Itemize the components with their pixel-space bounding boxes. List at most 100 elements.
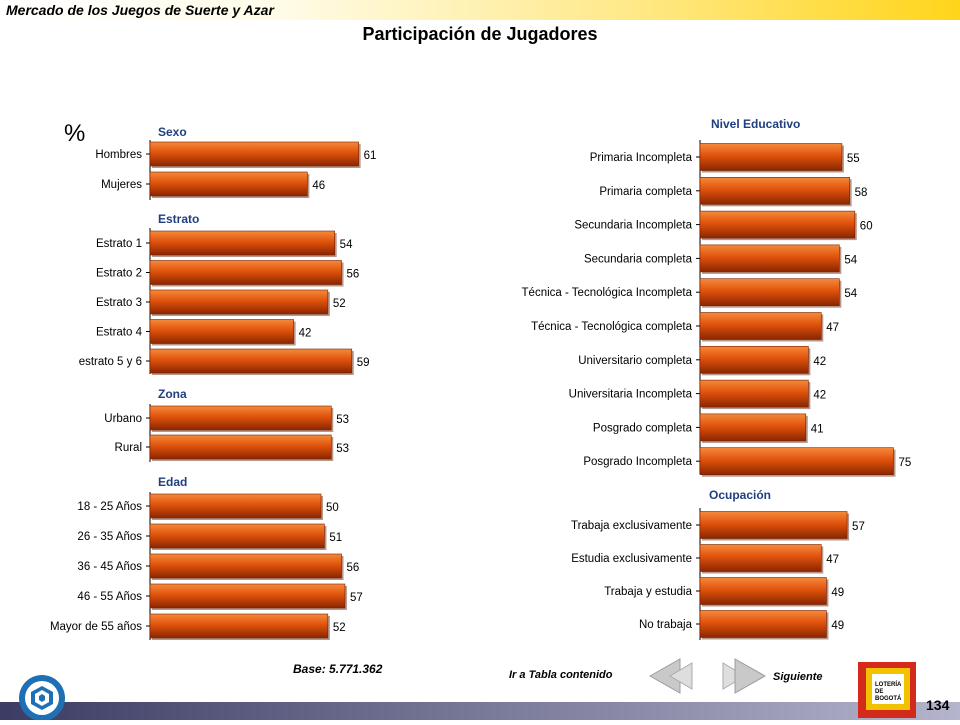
category-label: Estudia exclusivamente [571,553,692,565]
section-label-1-0: Nivel Educativo [711,117,800,131]
value-label: 42 [813,390,826,402]
logo-text-2: DE [875,689,883,695]
value-label: 52 [333,622,346,634]
value-label: 49 [831,587,844,599]
category-label: Técnica - Tecnológica Incompleta [522,287,693,299]
table-of-contents-link[interactable]: Ir a Tabla contenido [509,669,613,681]
value-label: 61 [364,150,377,162]
bar [149,613,329,639]
bar [699,143,843,171]
bar [149,434,332,460]
bar [699,447,894,476]
category-label: Técnica - Tecnológica completa [531,321,692,333]
bar [699,278,840,307]
bar [699,413,807,442]
category-label: 46 - 55 Años [77,591,142,603]
category-label: Posgrado completa [593,422,693,434]
bar [149,230,335,256]
category-label: Secundaria completa [584,253,693,265]
section-label-0-3: Edad [158,475,187,489]
category-label: estrato 5 y 6 [79,356,142,368]
value-label: 58 [855,187,868,199]
logo-text-3: BOGOTÁ [875,695,902,702]
header-band [0,0,960,20]
category-label: Urbano [104,413,142,425]
bar [149,493,322,519]
value-label: 47 [826,322,839,334]
bar [699,379,809,408]
arrow-right-icon [722,658,767,694]
section-label-0-2: Zona [158,387,187,401]
bar [699,312,822,340]
value-label: 50 [326,502,339,514]
page-title: Participación de Jugadores [362,24,598,44]
category-label: Primaria Incompleta [590,152,693,164]
bar [699,511,848,539]
value-label: 57 [350,592,363,604]
bar [699,345,809,374]
value-label: 47 [826,554,839,566]
company-logo-icon [14,672,70,721]
category-label: Estrato 4 [96,327,143,339]
bar [149,583,346,609]
category-label: No trabaja [639,619,693,631]
logo-text-1: LOTERÍA [875,680,902,688]
previous-button[interactable] [640,654,700,698]
bar [699,177,850,205]
value-label: 54 [844,288,857,300]
category-label: 18 - 25 Años [77,501,142,513]
value-label: 60 [860,221,873,233]
category-label: Estrato 2 [96,268,142,280]
bar [699,610,827,638]
value-label: 53 [336,443,349,455]
value-label: 56 [347,269,360,281]
next-button[interactable] [715,654,775,698]
bar [149,348,353,374]
section-label-0-0: Sexo [158,125,187,139]
category-label: 36 - 45 Años [77,561,142,573]
section-label-1-1: Ocupación [709,488,771,502]
category-label: Rural [115,442,142,454]
bar [149,523,325,549]
category-label: Universitario completa [578,355,692,367]
value-label: 54 [340,239,353,251]
category-label: Universitaria Incompleta [569,389,693,401]
value-label: 55 [847,153,860,165]
bar [699,577,827,605]
category-label: Secundaria Incompleta [574,220,692,232]
category-label: 26 - 35 Años [77,531,142,543]
category-label: Mujeres [101,179,142,191]
loteria-de-bogota-logo-icon: LOTERÍA DE BOGOTÁ [858,662,916,718]
bar [699,544,822,572]
bar [149,319,294,344]
section-label-0-1: Estrato [158,212,199,226]
value-label: 53 [336,414,349,426]
footer-bar [0,702,960,720]
value-label: 56 [347,562,360,574]
value-label: 42 [299,328,312,340]
value-label: 52 [333,298,346,310]
bar [699,244,840,273]
value-label: 54 [844,254,857,266]
bar [699,210,856,239]
category-label: Trabaja exclusivamente [571,520,692,532]
percent-symbol: % [64,120,86,147]
page-number: 134 [926,697,950,713]
category-label: Estrato 1 [96,238,142,250]
category-label: Hombres [95,149,142,161]
value-label: 46 [312,180,325,192]
base-note: Base: 5.771.362 [293,662,383,676]
bar [149,553,342,579]
next-link[interactable]: Siguiente [773,671,823,683]
value-label: 41 [811,423,824,435]
value-label: 51 [329,532,342,544]
category-label: Posgrado Incompleta [583,456,692,468]
right-chart-panel: Nivel Educativo Primaria Incompleta 55 Prim… [522,117,912,640]
document-header: Mercado de los Juegos de Suerte y Azar [6,2,274,18]
category-label: Trabaja y estudia [604,586,692,598]
bar [149,141,359,167]
value-label: 49 [831,620,844,632]
category-label: Primaria completa [599,186,692,198]
value-label: 75 [899,457,912,469]
